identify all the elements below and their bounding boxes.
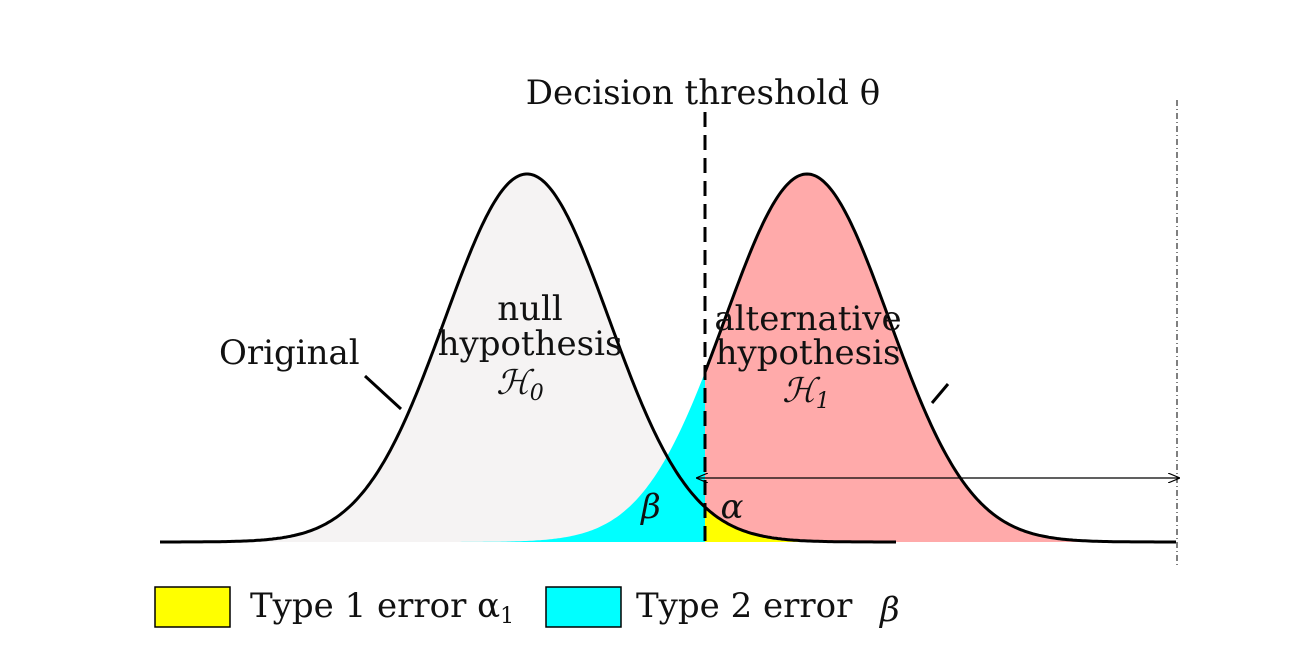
beta-label: β [639,487,661,527]
legend-type2-beta: β [878,590,900,630]
alt-symbol: ℋ1 [782,371,830,414]
legend-type1-text: Type 1 error α1 [250,586,514,629]
null-symbol: ℋ0 [496,363,544,406]
null-label-line2: hypothesis [438,324,623,364]
alt-label-line1: alternative [714,299,901,339]
alt-label-line2: hypothesis [716,333,901,373]
original-label: Original [219,333,360,373]
legend-type2-swatch [545,586,622,628]
null-label-line1: null [497,289,563,329]
type1-error-region [705,507,896,542]
type2-error-region [440,372,705,542]
legend-type2-text: Type 2 error [636,586,853,626]
legend-type1-swatch [154,586,231,628]
null-distribution-fill [160,174,896,542]
alternative-distribution-curve [703,172,1176,544]
alternative-pointer [930,383,950,404]
original-pointer [363,374,403,411]
threshold-title: Decision threshold θ [526,73,880,113]
null-distribution-curve [160,172,896,544]
alpha-label: α [721,487,744,527]
alternative-distribution-fill [705,174,1176,542]
